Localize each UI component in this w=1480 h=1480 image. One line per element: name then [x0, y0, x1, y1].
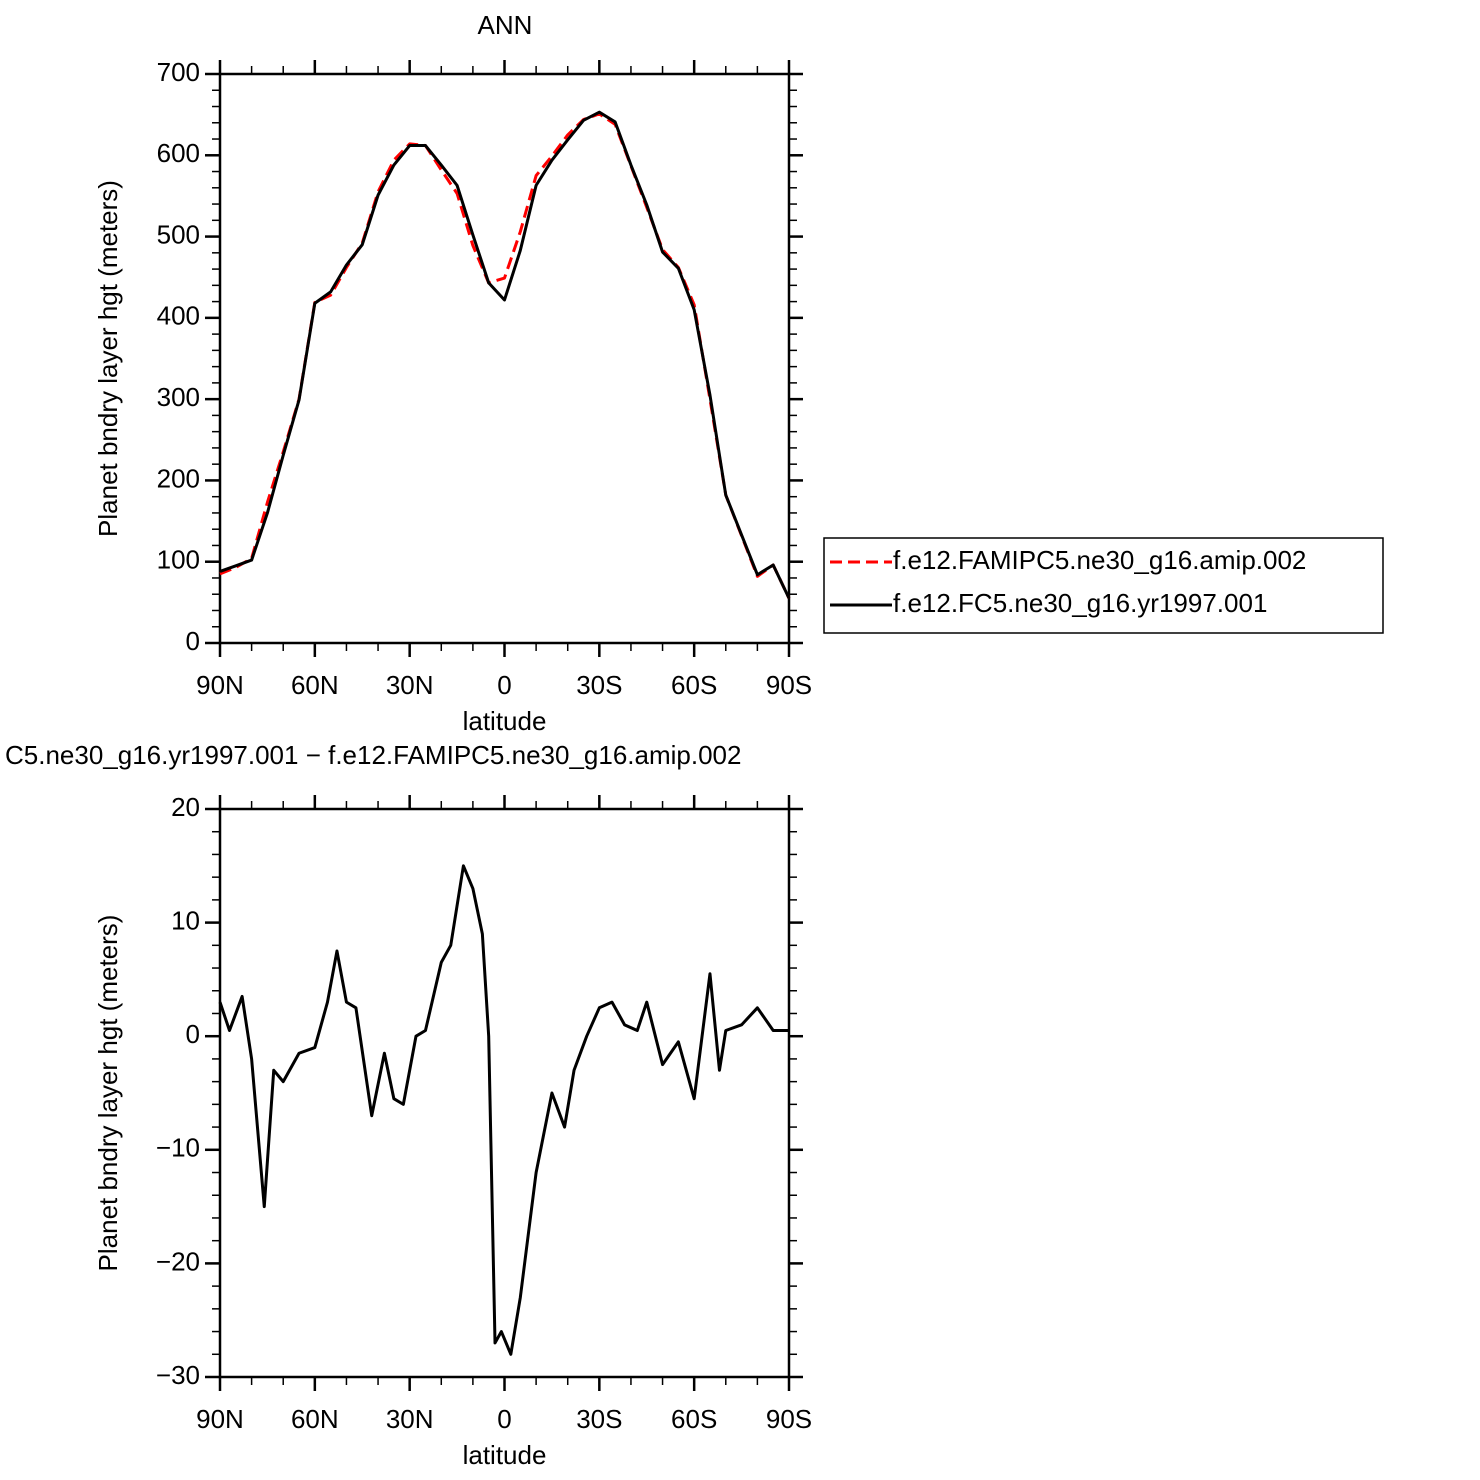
x-axis-label: latitude: [463, 706, 547, 736]
y-tick-label: 200: [157, 463, 200, 493]
x-tick-label: 0: [497, 1404, 511, 1434]
y-tick-label: 0: [186, 626, 200, 656]
y-tick-label: 400: [157, 301, 200, 331]
x-tick-label: 30N: [386, 670, 434, 700]
x-tick-label: 30S: [576, 670, 622, 700]
y-tick-label: 20: [171, 792, 200, 822]
y-tick-label: 700: [157, 57, 200, 87]
y-tick-label: 0: [186, 1019, 200, 1049]
x-tick-label: 60N: [291, 1404, 339, 1434]
x-tick-label: 60S: [671, 1404, 717, 1434]
chart-title: ANN: [478, 10, 533, 40]
chart-title: C5.ne30_g16.yr1997.001 − f.e12.FAMIPC5.n…: [5, 740, 741, 770]
plot-frame: [218, 807, 791, 1379]
legend-label: f.e12.FC5.ne30_g16.yr1997.001: [893, 588, 1267, 618]
plot-frame: [218, 72, 791, 645]
x-tick-label: 90N: [196, 1404, 244, 1434]
x-tick-label: 90N: [196, 670, 244, 700]
y-tick-label: 10: [171, 905, 200, 935]
x-tick-label: 90S: [766, 670, 812, 700]
data-line: [219, 110, 791, 599]
legend-box: [823, 537, 1384, 634]
x-tick-label: 60N: [291, 670, 339, 700]
y-tick-label: 300: [157, 382, 200, 412]
panel: C5.ne30_g16.yr1997.001 − f.e12.FAMIPC5.n…: [5, 740, 812, 1470]
y-tick-label: 600: [157, 138, 200, 168]
x-tick-label: 30N: [386, 1404, 434, 1434]
y-axis-label: Planet bndry layer hgt (meters): [93, 915, 123, 1272]
y-tick-label: −30: [156, 1360, 200, 1390]
legend: f.e12.FAMIPC5.ne30_g16.amip.002 f.e12.FC5…: [823, 537, 1384, 634]
legend-label: f.e12.FAMIPC5.ne30_g16.amip.002: [893, 545, 1306, 575]
x-tick-label: 30S: [576, 1404, 622, 1434]
panel: ANN latitude Planet bndry layer hgt (meter…: [93, 10, 1384, 736]
y-tick-label: −20: [156, 1246, 200, 1276]
x-axis-label: latitude: [463, 1440, 547, 1470]
y-tick-label: 500: [157, 219, 200, 249]
y-tick-label: −10: [156, 1133, 200, 1163]
y-tick-label: 100: [157, 545, 200, 575]
data-line: [218, 864, 789, 1356]
x-tick-label: 0: [497, 670, 511, 700]
y-axis-label: Planet bndry layer hgt (meters): [93, 180, 123, 537]
x-tick-label: 60S: [671, 670, 717, 700]
x-tick-label: 90S: [766, 1404, 812, 1434]
